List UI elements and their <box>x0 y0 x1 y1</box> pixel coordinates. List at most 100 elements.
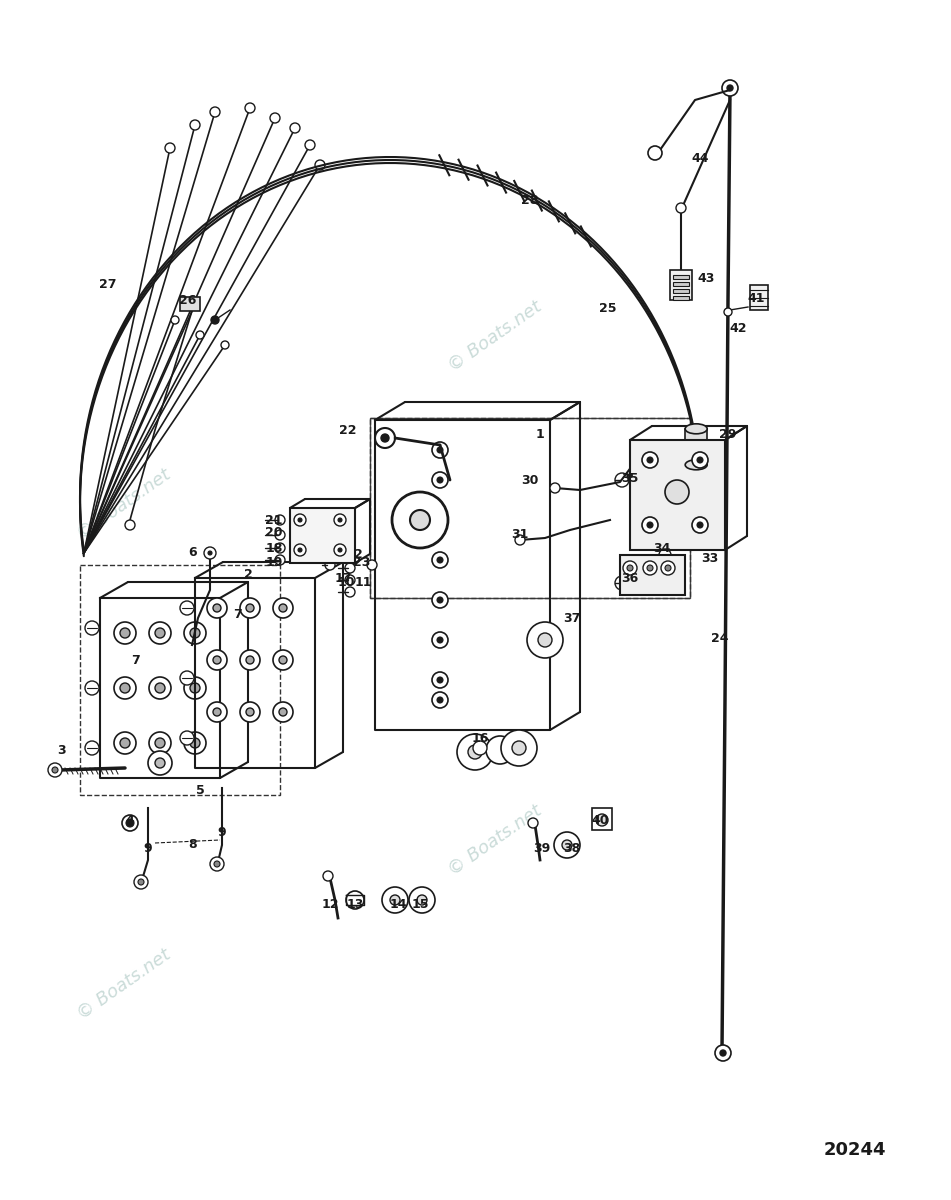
Circle shape <box>294 544 306 556</box>
Circle shape <box>196 331 204 338</box>
Circle shape <box>180 731 194 745</box>
Circle shape <box>294 514 306 526</box>
Circle shape <box>648 146 662 160</box>
Circle shape <box>85 740 99 755</box>
Bar <box>620 554 685 595</box>
Circle shape <box>367 560 377 570</box>
Text: 39: 39 <box>534 841 551 854</box>
Text: 23: 23 <box>354 556 371 569</box>
Text: 38: 38 <box>563 841 581 854</box>
Text: 35: 35 <box>621 472 639 485</box>
Circle shape <box>305 140 315 150</box>
Circle shape <box>665 480 689 504</box>
Circle shape <box>437 697 443 703</box>
Text: 3: 3 <box>58 744 67 756</box>
Circle shape <box>345 575 355 584</box>
Circle shape <box>345 563 355 572</box>
Circle shape <box>323 871 333 881</box>
Circle shape <box>298 548 302 552</box>
Circle shape <box>246 708 254 716</box>
Circle shape <box>122 815 138 830</box>
Circle shape <box>279 656 287 664</box>
Circle shape <box>647 522 653 528</box>
Text: 26: 26 <box>180 294 197 306</box>
Text: 6: 6 <box>188 546 197 559</box>
Text: 40: 40 <box>592 814 609 827</box>
Circle shape <box>114 677 136 698</box>
Circle shape <box>468 745 482 758</box>
Bar <box>592 808 612 830</box>
Text: 27: 27 <box>99 278 117 292</box>
Circle shape <box>538 634 552 647</box>
Circle shape <box>338 518 342 522</box>
Text: 24: 24 <box>711 631 728 644</box>
Circle shape <box>273 598 293 618</box>
Circle shape <box>240 598 260 618</box>
Circle shape <box>85 680 99 695</box>
Text: 9: 9 <box>218 827 226 840</box>
Text: © Boats.net: © Boats.net <box>444 802 545 878</box>
Text: 21: 21 <box>265 514 282 527</box>
Text: 7: 7 <box>131 654 141 666</box>
Circle shape <box>184 732 206 754</box>
Circle shape <box>204 547 216 559</box>
Circle shape <box>120 683 130 692</box>
Circle shape <box>273 702 293 722</box>
Bar <box>180 296 200 311</box>
Bar <box>673 296 689 300</box>
Text: 8: 8 <box>188 839 197 852</box>
Text: 14: 14 <box>389 899 407 912</box>
Circle shape <box>661 560 675 575</box>
Text: 30: 30 <box>521 474 538 486</box>
Circle shape <box>155 758 165 768</box>
Text: 41: 41 <box>747 292 765 305</box>
Text: 4: 4 <box>126 814 134 827</box>
Circle shape <box>554 832 580 858</box>
Circle shape <box>273 650 293 670</box>
Circle shape <box>210 857 224 871</box>
Bar <box>750 284 768 310</box>
Circle shape <box>290 122 300 133</box>
Circle shape <box>207 598 227 618</box>
Circle shape <box>120 738 130 748</box>
Text: 1: 1 <box>535 428 544 442</box>
Circle shape <box>155 683 165 692</box>
Circle shape <box>512 740 526 755</box>
Circle shape <box>120 628 130 638</box>
Circle shape <box>208 551 212 554</box>
Circle shape <box>642 517 658 533</box>
Circle shape <box>275 542 285 553</box>
Circle shape <box>48 763 62 778</box>
Text: 42: 42 <box>729 322 747 335</box>
Circle shape <box>138 878 144 886</box>
Bar <box>673 275 689 278</box>
Circle shape <box>410 510 430 530</box>
Circle shape <box>214 862 220 866</box>
Circle shape <box>334 544 346 556</box>
Circle shape <box>165 143 175 152</box>
Circle shape <box>334 514 346 526</box>
Circle shape <box>279 604 287 612</box>
Text: 20: 20 <box>265 527 282 540</box>
Circle shape <box>180 601 194 614</box>
Text: 15: 15 <box>411 899 429 912</box>
Bar <box>673 282 689 286</box>
Circle shape <box>180 671 194 685</box>
Circle shape <box>437 637 443 643</box>
Circle shape <box>240 702 260 722</box>
Circle shape <box>515 535 525 545</box>
Circle shape <box>501 730 537 766</box>
Circle shape <box>432 442 448 458</box>
Bar <box>370 418 690 598</box>
Circle shape <box>409 887 435 913</box>
Circle shape <box>432 632 448 648</box>
Text: 36: 36 <box>621 571 639 584</box>
Text: 10: 10 <box>338 576 355 589</box>
Circle shape <box>275 530 285 540</box>
Circle shape <box>643 560 657 575</box>
Text: 12: 12 <box>321 899 339 912</box>
Circle shape <box>392 492 448 548</box>
Text: 11: 11 <box>355 576 372 589</box>
Circle shape <box>213 656 221 664</box>
Circle shape <box>345 587 355 596</box>
